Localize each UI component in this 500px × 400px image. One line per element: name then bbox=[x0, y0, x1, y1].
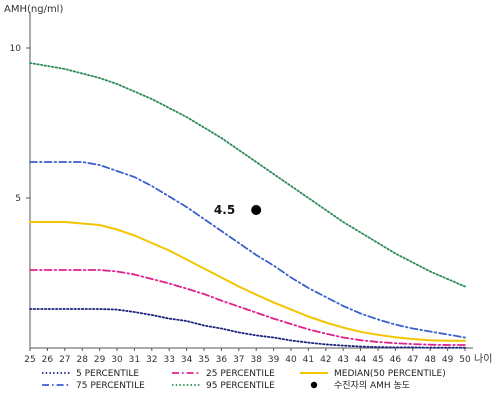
axes-layer: AMH(ng/ml) 5 10 25 26 27 28 29 30 31 32 33 34 35 36 37 3… bbox=[4, 4, 492, 365]
x-tick-label: 37 bbox=[233, 355, 244, 365]
x-tick-label: 25 bbox=[24, 355, 35, 365]
series-line-5-percentile bbox=[29, 308, 466, 349]
x-tick-label: 48 bbox=[424, 355, 436, 365]
x-tick-label: 31 bbox=[129, 355, 140, 365]
legend-layer: 5 PERCENTILE 25 PERCENTILE MEDIAN(50 PERCE… bbox=[42, 369, 446, 391]
patient-amh-point bbox=[251, 205, 262, 215]
y-tick-label: 5 bbox=[15, 194, 21, 204]
x-tick-label: 27 bbox=[59, 355, 70, 365]
x-axis-title: 나이 bbox=[474, 353, 492, 365]
x-tick-label: 47 bbox=[407, 355, 418, 365]
x-tick-label: 42 bbox=[320, 355, 331, 365]
legend-label-수진자의-amh-농도: 수진자의 AMH 농도 bbox=[334, 380, 410, 391]
x-tick-label: 39 bbox=[268, 355, 280, 365]
x-tick-label: 35 bbox=[198, 355, 209, 365]
series-layer bbox=[29, 62, 466, 349]
legend-marker-point bbox=[310, 381, 318, 389]
x-tick-label: 45 bbox=[372, 355, 383, 365]
x-tick-label: 34 bbox=[181, 355, 193, 365]
legend-label-25-percentile: 25 PERCENTILE bbox=[206, 369, 275, 379]
series-line-95-percentile bbox=[29, 62, 466, 288]
y-axis-title: AMH(ng/ml) bbox=[4, 4, 63, 15]
x-tick-label: 40 bbox=[285, 355, 297, 365]
x-tick-label: 30 bbox=[111, 355, 123, 365]
legend-label-median-50-percentile: MEDIAN(50 PERCENTILE) bbox=[334, 369, 446, 379]
patient-amh-value-label: 4.5 bbox=[214, 203, 235, 217]
legend-label-75-percentile: 75 PERCENTILE bbox=[76, 381, 145, 391]
marker-layer: 4.5 bbox=[214, 203, 262, 217]
x-tick-label: 32 bbox=[146, 355, 157, 365]
series-line-75-percentile bbox=[29, 161, 466, 339]
x-tick-label: 29 bbox=[94, 355, 106, 365]
y-tick-label: 10 bbox=[10, 44, 22, 54]
series-line-median-50-percentile bbox=[29, 221, 466, 342]
x-tick-label: 28 bbox=[76, 355, 88, 365]
legend-label-95-percentile: 95 PERCENTILE bbox=[206, 381, 275, 391]
x-tick-label: 41 bbox=[303, 355, 314, 365]
legend-label-5-percentile: 5 PERCENTILE bbox=[76, 369, 139, 379]
x-tick-label: 26 bbox=[42, 355, 54, 365]
x-tick-label: 50 bbox=[459, 355, 471, 365]
x-tick-label: 43 bbox=[337, 355, 348, 365]
x-tick-label: 36 bbox=[216, 355, 228, 365]
x-tick-label: 49 bbox=[442, 355, 454, 365]
x-tick-label: 33 bbox=[163, 355, 174, 365]
series-line-25-percentile bbox=[29, 269, 466, 346]
x-tick-label: 44 bbox=[355, 355, 367, 365]
x-tick-label: 46 bbox=[390, 355, 402, 365]
x-tick-label: 38 bbox=[250, 355, 262, 365]
